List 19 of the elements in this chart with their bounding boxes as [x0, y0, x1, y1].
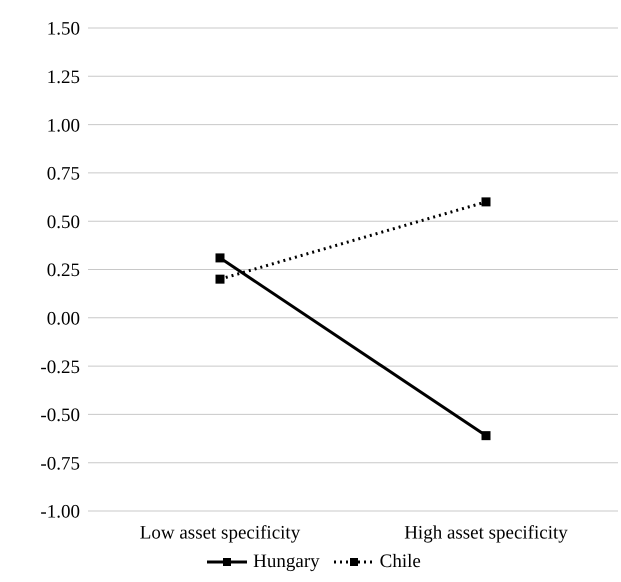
y-tick-label: -0.75: [40, 453, 80, 474]
point: [216, 253, 224, 262]
x-tick-label: High asset specificity: [404, 522, 568, 544]
y-tick-label: 1.50: [46, 18, 80, 40]
y-tick-label: -1.00: [40, 502, 80, 523]
x-tick-label: Low asset specificity: [140, 522, 301, 544]
y-tick-label: 1.25: [46, 67, 80, 88]
point: [482, 431, 490, 440]
y-tick-label: 1.00: [46, 115, 80, 136]
y-tick-label: -0.25: [40, 356, 80, 378]
point: [482, 197, 490, 206]
legend-label: Hungary: [253, 551, 320, 573]
y-tick-label: -0.50: [40, 405, 80, 426]
legend-label: Chile: [380, 551, 421, 573]
y-tick-label: 0.50: [46, 212, 80, 233]
y-tick-label: 0.75: [46, 164, 80, 185]
y-tick-label: 0.25: [46, 260, 80, 282]
point: [216, 274, 224, 284]
y-tick-label: 0.00: [46, 308, 80, 330]
